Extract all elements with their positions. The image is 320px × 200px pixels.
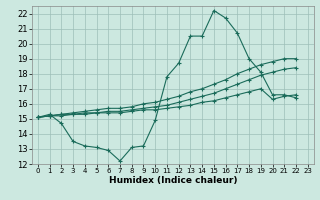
X-axis label: Humidex (Indice chaleur): Humidex (Indice chaleur) — [108, 176, 237, 185]
